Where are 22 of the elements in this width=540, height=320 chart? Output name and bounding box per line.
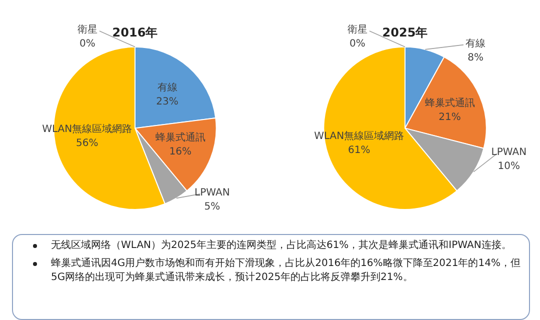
chart-title: 2025年 — [382, 25, 428, 40]
data-label: 56% — [76, 138, 98, 150]
slice-label: 蜂巢式通訊 — [155, 131, 206, 144]
text: 0% — [350, 38, 366, 50]
data-label: 23% — [156, 96, 178, 108]
slice-label: 蜂巢式通訊 — [424, 97, 475, 110]
category-label: 衛星 — [347, 24, 368, 36]
chart-title: 2016年 — [112, 25, 158, 40]
slice-label: 有線 — [466, 37, 486, 50]
text: 0% — [80, 38, 96, 50]
data-label: 16% — [169, 146, 192, 158]
data-label: 8% — [468, 52, 484, 64]
data-label: 10% — [498, 161, 520, 172]
slice-label: LPWAN — [491, 147, 527, 158]
slice-label: 有線 — [157, 81, 178, 94]
text: 无线区域网络（WLAN）为2025年主要的连网类型，占比高达61%，其次是蜂巢式通讯和IPWAN连接。 — [51, 239, 512, 253]
text: 蜂巢式通讯因4G用户数市场饱和而有开始下滑现象，占比从2016年的16%略微下降至2021年的14%，但5G网络的出现可为蜂巢式通讯带来成长，预计2025年的占比将反弹攀升到21%。 — [51, 257, 521, 285]
data-label: 21% — [438, 112, 461, 124]
slice-label: LPWAN — [194, 188, 230, 199]
category-label: 衛星 — [77, 24, 98, 36]
data-label: 5% — [204, 202, 220, 213]
data-label: 61% — [348, 144, 370, 156]
